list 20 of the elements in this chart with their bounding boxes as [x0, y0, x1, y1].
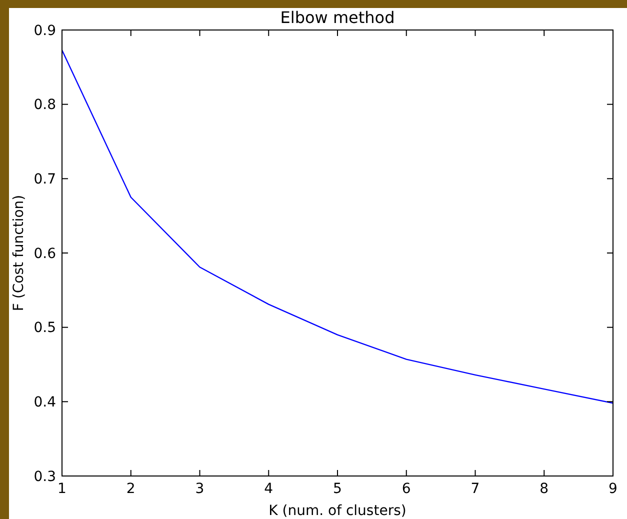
x-tick-label: 2 [126, 481, 136, 497]
y-tick-label: 0.9 [34, 22, 56, 39]
line-series [62, 49, 613, 404]
x-tick-label: 7 [470, 481, 480, 497]
y-tick-label: 0.4 [34, 394, 56, 411]
x-tick-label: 5 [333, 481, 342, 497]
x-tick-label: 6 [402, 481, 411, 497]
y-tick-label: 0.7 [34, 172, 56, 188]
y-tick-label: 0.5 [34, 320, 56, 336]
y-axis-title: F (Cost function) [11, 194, 27, 312]
x-tick-label: 9 [608, 481, 618, 497]
y-tick-label: 0.8 [34, 97, 56, 114]
x-axis-title: K (num. of clusters) [268, 503, 406, 519]
chart-title: Elbow method [280, 8, 395, 27]
x-tick-label: 8 [540, 481, 549, 497]
x-tick-label: 4 [264, 481, 274, 497]
x-tick-label: 3 [195, 481, 204, 497]
x-tick-label: 1 [58, 481, 66, 497]
y-tick-label: 0.3 [34, 468, 56, 485]
y-tick-label: 0.6 [34, 246, 56, 262]
